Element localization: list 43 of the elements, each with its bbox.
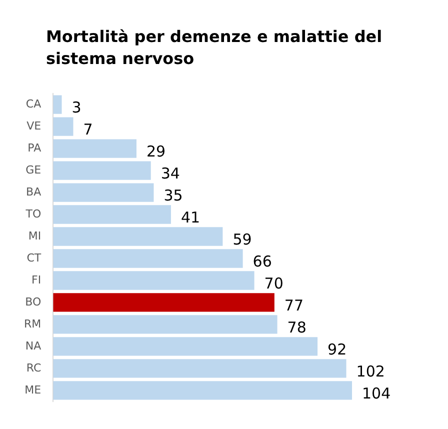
data-label: 7 [83,120,93,138]
y-tick-label: CA [26,97,42,110]
y-tick-label: NA [25,339,42,352]
bar [53,292,274,312]
bar [53,204,171,224]
y-tick-label: RC [26,361,42,374]
bar [53,160,151,180]
data-label: 92 [328,340,347,358]
bar [53,270,254,290]
data-label: 59 [232,230,252,248]
y-tick-label: FI [32,273,42,286]
bar [53,358,346,378]
data-label: 35 [164,186,183,204]
y-tick-label: CT [26,251,42,264]
bar [53,139,136,158]
bar [53,380,352,400]
data-label: 66 [252,252,272,270]
chart-title: Mortalità per demenze e malattie del sistema nervoso [45,26,384,70]
y-tick-label: BO [25,295,42,308]
data-label: 78 [287,318,306,336]
bar [53,117,74,136]
y-tick-label: MI [28,229,42,242]
y-tick-label: RM [24,317,42,330]
data-label: 77 [284,296,304,314]
bar [53,95,62,114]
data-label: 3 [72,98,82,116]
data-label: 104 [362,384,391,402]
bar [53,182,154,202]
data-label: 102 [356,362,385,380]
bar [53,226,223,246]
bar [53,314,278,334]
bar [53,248,243,268]
y-tick-label: PA [28,141,42,154]
y-tick-label: VE [26,119,42,132]
data-label: 41 [180,208,200,226]
data-label: 70 [264,274,284,292]
y-tick-label: BA [26,185,42,198]
bar [53,336,318,356]
data-label: 34 [160,164,180,182]
y-tick-label: ME [24,383,42,396]
data-label: 29 [146,142,166,160]
y-tick-label: TO [24,207,42,220]
y-tick-label: GE [26,163,42,176]
